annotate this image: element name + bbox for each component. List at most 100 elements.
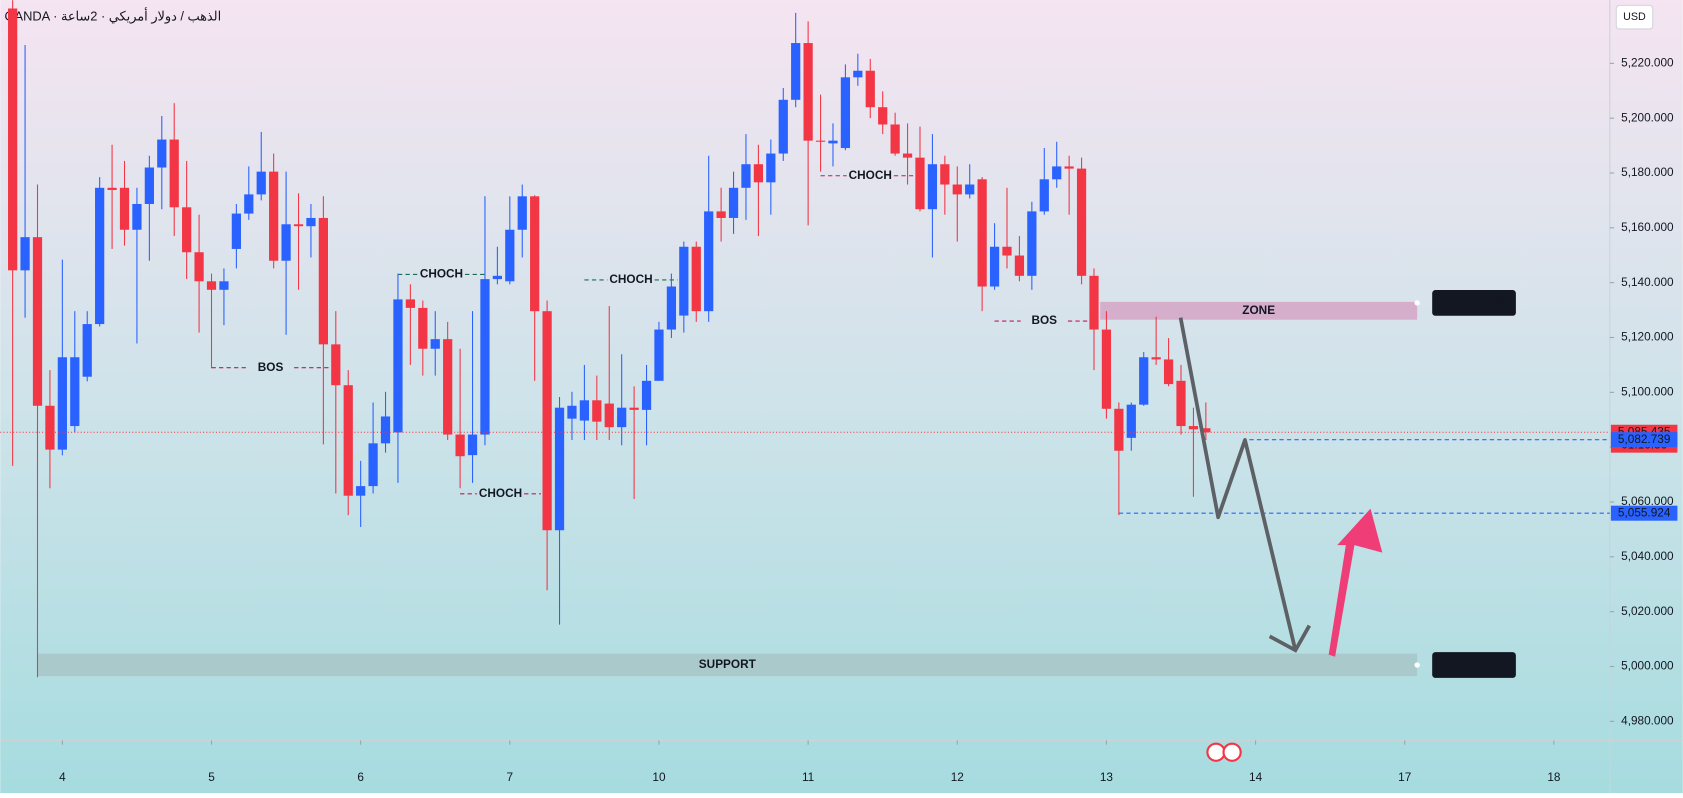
candle-body	[654, 329, 664, 381]
candle-body	[1002, 246, 1012, 256]
event-icon	[1206, 742, 1226, 762]
price-tag	[1610, 432, 1678, 448]
candle-body	[915, 157, 925, 210]
candle-body	[952, 184, 962, 195]
candle-body	[965, 184, 975, 195]
currency-box[interactable]	[1615, 4, 1654, 30]
candle-body	[542, 311, 552, 531]
candle-body	[405, 299, 415, 308]
x-tick-label: 10	[652, 770, 666, 784]
x-tick-label: 7	[507, 770, 514, 784]
reversal-arrow	[1328, 508, 1383, 657]
candle-body	[492, 275, 503, 280]
candle-body	[716, 211, 726, 218]
projection-arrowhead	[1268, 624, 1311, 653]
price-tag	[1610, 505, 1678, 521]
candle-body	[567, 405, 577, 419]
candle-body	[144, 167, 154, 204]
candle-body	[505, 229, 515, 282]
x-tick-label: 4	[59, 770, 66, 784]
y-tick-label: 5,100.000	[1621, 384, 1674, 398]
x-tick-label: 6	[357, 770, 364, 784]
x-tick-label: 11	[802, 770, 814, 784]
structure-label: CHOCH	[849, 168, 892, 182]
candle-body	[169, 139, 179, 208]
candle-body	[853, 70, 863, 78]
x-tick-label: 18	[1547, 770, 1561, 784]
candle-body	[530, 196, 540, 312]
candle-body	[32, 237, 43, 406]
candle-body	[828, 140, 838, 144]
candle-body	[219, 281, 229, 290]
candle-body	[641, 380, 652, 410]
y-tick-label: 5,000.000	[1621, 659, 1674, 673]
candle-body	[368, 443, 378, 487]
candle-body	[778, 99, 788, 154]
candle-body	[443, 339, 453, 435]
y-tick-label: 4,980.000	[1621, 713, 1674, 727]
structure-label: CHOCH	[609, 272, 652, 286]
candle-body	[157, 139, 167, 168]
candle-body	[517, 196, 527, 230]
candle-body	[1064, 166, 1074, 169]
candle-body	[430, 339, 440, 349]
candle-body	[45, 405, 55, 450]
candle-body	[741, 164, 751, 188]
callout-anchor	[1414, 662, 1420, 668]
candle-body	[119, 187, 130, 230]
candle-body	[927, 164, 938, 210]
zone-label: ZONE	[1242, 303, 1275, 317]
candle-body	[902, 153, 913, 158]
callout-box	[1432, 652, 1516, 678]
candle-body	[231, 213, 241, 249]
structure-label: BOS	[1031, 313, 1057, 327]
event-icon[interactable]	[1222, 742, 1242, 762]
candle-body	[455, 434, 465, 457]
candle-body	[1176, 380, 1186, 427]
callout-anchor	[1414, 300, 1420, 306]
callout-label: 5,132.618	[1441, 294, 1508, 311]
candle-body	[1027, 211, 1037, 276]
candle-body	[281, 224, 291, 261]
y-tick-label: 5,160.000	[1621, 220, 1674, 234]
candle-body	[269, 171, 279, 261]
candle-body	[1076, 168, 1087, 276]
candle-body	[840, 77, 851, 149]
candle-body	[356, 486, 366, 496]
x-tick-label: 17	[1398, 770, 1411, 784]
candle-body	[318, 217, 328, 345]
candle-body	[20, 237, 30, 271]
candle-body	[753, 164, 764, 183]
candle-body	[1188, 426, 1199, 430]
callout-label: 5,000.537	[1441, 656, 1508, 673]
zone	[37, 653, 1418, 677]
y-tick-label: 5,040.000	[1621, 549, 1674, 563]
callout-box	[1432, 290, 1516, 316]
zone-label: SUPPORT	[699, 657, 757, 671]
x-tick-label: 5	[208, 770, 215, 784]
candle-body	[393, 299, 403, 433]
candle-body	[306, 217, 316, 227]
y-tick-label: 5,140.000	[1621, 275, 1674, 289]
candle-body	[617, 407, 627, 428]
candle-body	[107, 187, 117, 191]
zone	[1100, 301, 1418, 320]
candle-body	[418, 307, 428, 349]
candle-body	[1052, 166, 1062, 180]
candle-body	[343, 385, 353, 496]
candle-body	[1139, 357, 1149, 405]
candle-body	[592, 400, 602, 422]
candle-body	[865, 70, 875, 108]
candle-body	[803, 43, 813, 141]
structure-label: BOS	[258, 360, 284, 374]
candle-body	[890, 124, 900, 154]
candle-body	[691, 246, 701, 312]
candle-body	[1014, 255, 1025, 276]
candle-body	[1114, 408, 1124, 451]
candle-body	[8, 8, 18, 271]
x-tick-label: 14	[1249, 770, 1263, 784]
candle-body	[132, 203, 142, 230]
candle-body	[989, 246, 1000, 287]
candle-body	[480, 279, 490, 435]
y-tick-label: 5,060.000	[1621, 494, 1674, 508]
